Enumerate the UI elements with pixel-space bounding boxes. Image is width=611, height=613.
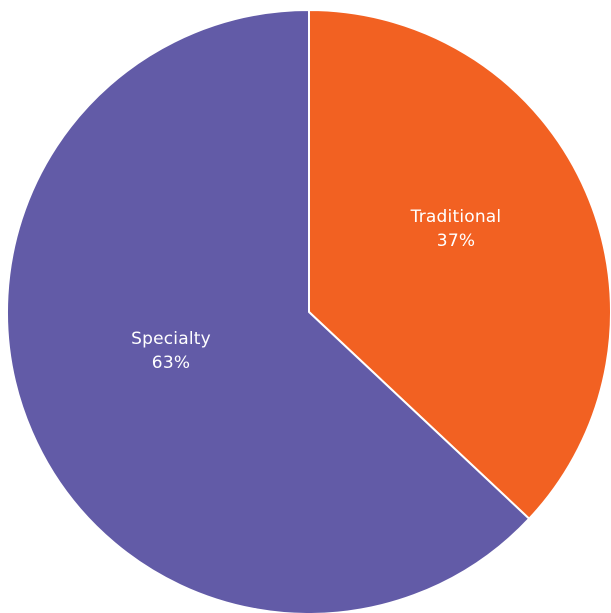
pie-slice-specialty xyxy=(6,9,531,613)
slice-value-traditional: 37% xyxy=(437,231,475,251)
pie-slice-traditional xyxy=(308,9,611,520)
pie-labels: Traditional 37% Specialty 63% xyxy=(131,207,501,373)
pie-slices xyxy=(6,9,611,613)
slice-value-specialty: 63% xyxy=(152,353,190,373)
slice-label-traditional: Traditional xyxy=(410,207,502,227)
slice-label-specialty: Specialty xyxy=(131,329,211,349)
